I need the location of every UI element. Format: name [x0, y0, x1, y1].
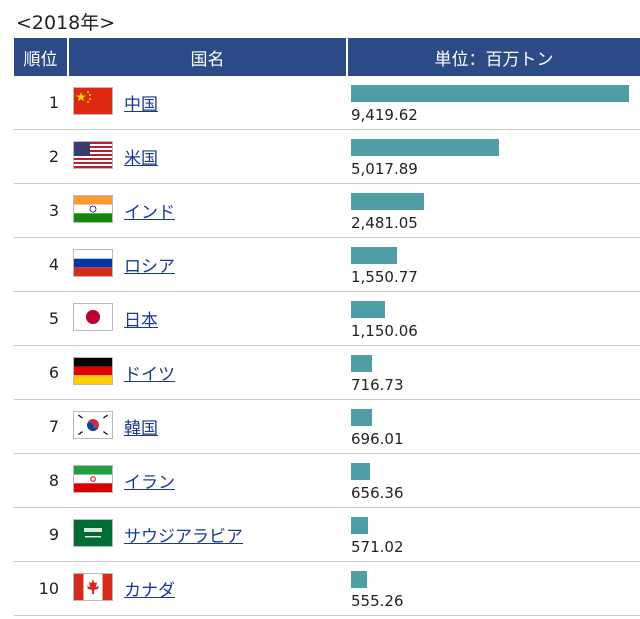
table-row: 2 米国 5,017.89 [14, 130, 640, 184]
canada-flag-icon [74, 574, 112, 600]
value-label: 716.73 [351, 376, 404, 394]
table-row: 3 インド 2,481.05 [14, 184, 640, 238]
value-bar [351, 85, 629, 102]
country-link[interactable]: カナダ [124, 581, 175, 601]
rank-number: 7 [48, 417, 59, 436]
value-label: 1,150.06 [351, 322, 418, 340]
country-link[interactable]: イラン [124, 473, 175, 493]
value-bar [351, 571, 368, 588]
usa-flag-icon [74, 142, 112, 168]
saudi-arabia-flag-icon [74, 520, 112, 546]
table-row: 7 韓国 696.01 [14, 400, 640, 454]
value-bar [351, 409, 372, 426]
iran-flag-icon [74, 466, 112, 492]
table-row: 10 カナダ 555.26 [14, 562, 640, 616]
table-row: 1 中国 9,419.62 [14, 76, 640, 130]
rank-number: 8 [48, 471, 59, 490]
value-label: 696.01 [351, 430, 404, 448]
table-row: 8 イラン 656.36 [14, 454, 640, 508]
rank-number: 5 [48, 309, 59, 328]
country-link[interactable]: 米国 [124, 149, 158, 169]
country-link[interactable]: ロシア [124, 257, 175, 277]
value-label: 656.36 [351, 484, 404, 502]
japan-flag-icon [74, 304, 112, 330]
germany-flag-icon [74, 358, 112, 384]
rank-number: 4 [48, 255, 59, 274]
country-link[interactable]: 韓国 [124, 419, 158, 439]
header-country: 国名 [67, 38, 346, 76]
value-label: 9,419.62 [351, 106, 418, 124]
china-flag-icon [74, 88, 112, 114]
value-label: 5,017.89 [351, 160, 418, 178]
table-row: 5 日本 1,150.06 [14, 292, 640, 346]
country-link[interactable]: 日本 [124, 311, 158, 331]
country-link[interactable]: サウジアラビア [124, 527, 243, 547]
value-label: 2,481.05 [351, 214, 418, 232]
chart-caption: <2018年> [16, 12, 116, 34]
value-bar [351, 355, 373, 372]
table-row: 6 ドイツ 716.73 [14, 346, 640, 400]
country-link[interactable]: 中国 [124, 95, 158, 115]
value-bar [351, 193, 425, 210]
rank-number: 10 [38, 579, 59, 598]
country-link[interactable]: インド [124, 203, 175, 223]
rank-number: 6 [48, 363, 59, 382]
rank-number: 2 [48, 147, 59, 166]
header-unit: 単位：百万トン [346, 38, 640, 76]
value-bar [351, 517, 368, 534]
value-label: 571.02 [351, 538, 404, 556]
value-bar [351, 247, 397, 264]
russia-flag-icon [74, 250, 112, 276]
india-flag-icon [74, 196, 112, 222]
value-bar [351, 301, 385, 318]
table-row: 9 サウジアラビア 571.02 [14, 508, 640, 562]
value-label: 555.26 [351, 592, 404, 610]
value-bar [351, 139, 500, 156]
korea-flag-icon [74, 412, 112, 438]
header-rank: 順位 [23, 49, 58, 70]
country-link[interactable]: ドイツ [124, 365, 175, 385]
ranking-rows: 1 中国 9,419.62 2 米国 5,017.89 3 インド 2,481.05 4 ロシア 1,… [14, 76, 640, 616]
rank-number: 1 [48, 93, 59, 112]
rank-number: 3 [48, 201, 59, 220]
value-bar [351, 463, 371, 480]
rank-number: 9 [48, 525, 59, 544]
value-label: 1,550.77 [351, 268, 418, 286]
table-row: 4 ロシア 1,550.77 [14, 238, 640, 292]
table-header: 順位 国名 単位：百万トン [14, 38, 640, 76]
